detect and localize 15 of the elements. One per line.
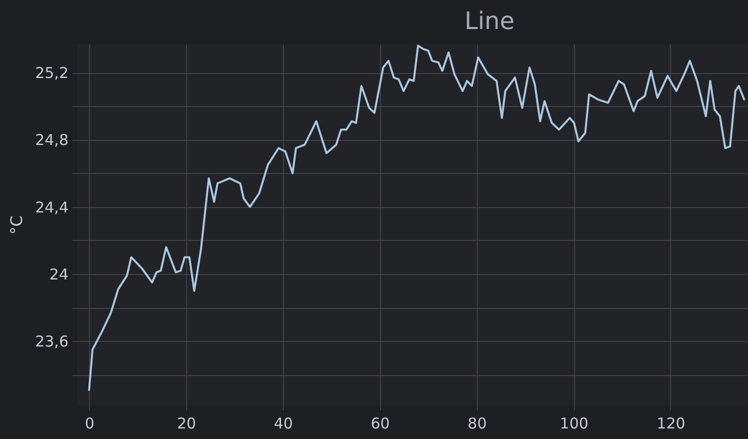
y-axis-title: °C xyxy=(7,215,26,235)
line-series xyxy=(88,44,746,391)
chart-title: Line xyxy=(464,7,515,35)
y-tick-label: 25,2 xyxy=(35,64,68,82)
x-tick-label: 20 xyxy=(176,414,196,432)
x-tick-label: 60 xyxy=(370,414,390,432)
x-tick-label: 100 xyxy=(560,414,588,432)
y-tick-label: 23,6 xyxy=(35,332,68,351)
x-tick-label: 40 xyxy=(274,414,293,432)
x-tick-label: 120 xyxy=(656,414,686,432)
x-tick-label: 0 xyxy=(84,414,94,432)
y-tick-label: 24,8 xyxy=(35,131,68,150)
y-tick-label: 24,4 xyxy=(35,198,68,216)
x-tick-label: 80 xyxy=(468,414,487,432)
y-tick-label: 24 xyxy=(49,266,68,284)
